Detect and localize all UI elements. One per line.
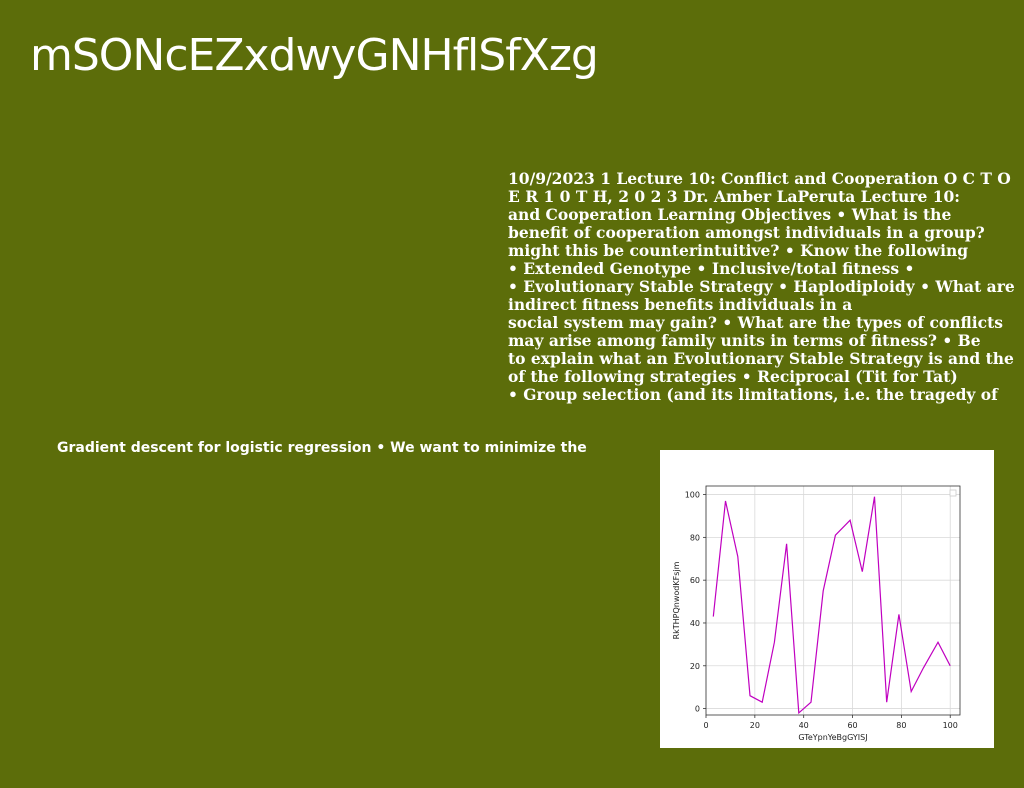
- body-line: indirect fitness benefits individuals in…: [508, 296, 853, 314]
- x-tick-label: 100: [943, 721, 958, 730]
- chart-ticks: 0 20 40 60 80 100 0 20 40 60 80 100: [685, 491, 958, 730]
- legend-box: [949, 489, 957, 497]
- body-line: • Evolutionary Stable Strategy • Haplodi…: [508, 278, 1015, 296]
- x-tick-label: 80: [896, 721, 906, 730]
- slide-subtitle: Gradient descent for logistic regression…: [57, 440, 587, 456]
- body-line: social system may gain? • What are the t…: [508, 314, 1004, 332]
- x-axis-label: GTeYpnYeBgGYISJ: [798, 733, 867, 742]
- body-line: 10/9/2023 1 Lecture 10: Conflict and Coo…: [508, 170, 1011, 188]
- plot-frame: [705, 485, 961, 716]
- y-tick-label: 100: [685, 491, 700, 500]
- body-line: of the following strategies • Reciprocal…: [508, 368, 958, 386]
- x-tick-label: 0: [703, 721, 708, 730]
- y-tick-label: 0: [695, 705, 700, 714]
- series-line: [712, 496, 951, 715]
- y-tick-label: 40: [690, 619, 700, 628]
- lecture-body-text: 10/9/2023 1 Lecture 10: Conflict and Coo…: [508, 170, 1024, 404]
- line-chart-svg: 0 20 40 60 80 100 0 20 40 60 80 100 GTeYpnYeBgGYISJ…: [672, 485, 961, 742]
- chart-grid: [705, 486, 960, 715]
- x-tick-label: 40: [799, 721, 809, 730]
- body-line: benefit of cooperation amongst individua…: [508, 224, 985, 242]
- x-tick-label: 60: [847, 721, 857, 730]
- body-line: • Group selection (and its limitations, …: [508, 386, 998, 404]
- line-chart: 0 20 40 60 80 100 0 20 40 60 80 100 GTeYpnYeBgGYISJ…: [660, 450, 994, 748]
- body-line: may arise among family units in terms of…: [508, 332, 981, 350]
- body-line: E R 1 0 T H, 2 0 2 3 Dr. Amber LaPeruta …: [508, 188, 961, 206]
- body-line: and Cooperation Learning Objectives • Wh…: [508, 206, 952, 224]
- y-tick-label: 80: [690, 533, 700, 542]
- body-line: • Extended Genotype • Inclusive/total fi…: [508, 260, 915, 278]
- y-tick-label: 20: [690, 662, 700, 671]
- x-tick-label: 20: [750, 721, 760, 730]
- body-line: might this be counterintuitive? • Know t…: [508, 242, 969, 260]
- body-line: to explain what an Evolutionary Stable S…: [508, 350, 1014, 368]
- y-tick-label: 60: [690, 576, 700, 585]
- y-axis-label: RkTHPQnwodKFsjm: [672, 561, 681, 639]
- slide-title: mSONcEZxdwyGNHflSfXzg: [30, 30, 599, 81]
